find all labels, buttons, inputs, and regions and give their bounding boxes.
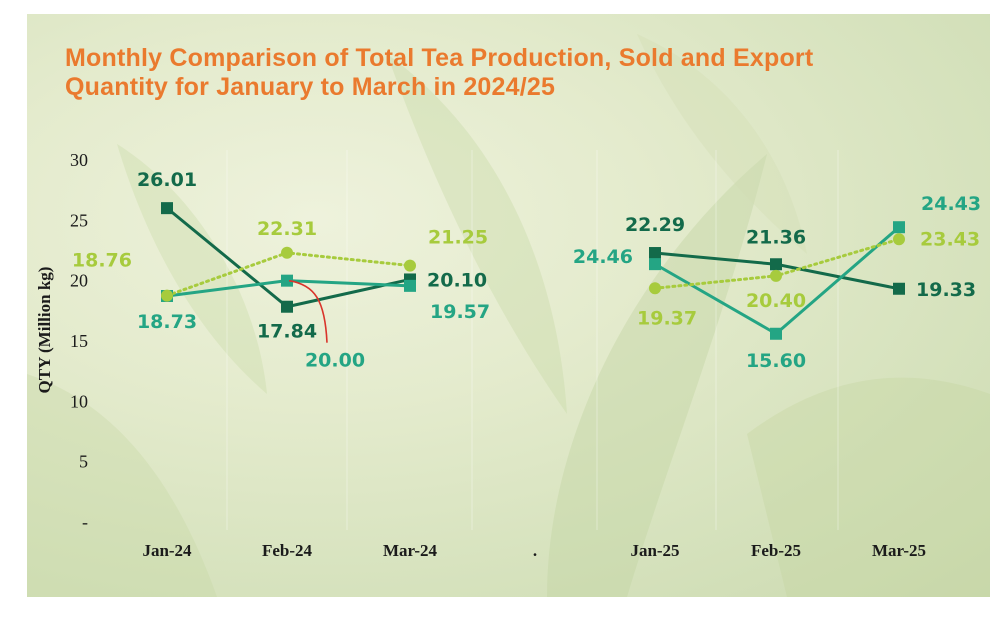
data-label-export: 19.37 — [637, 307, 697, 329]
data-label-sold: 19.57 — [430, 301, 490, 323]
data-label-production: 17.84 — [257, 321, 317, 343]
data-label-sold: 24.43 — [921, 193, 981, 215]
data-label-sold: 15.60 — [746, 350, 806, 372]
y-tick-label: 15 — [70, 331, 88, 351]
data-point-production — [649, 247, 661, 260]
data-point-sold — [770, 327, 782, 340]
chart-title-line-1: Monthly Comparison of Total Tea Producti… — [65, 44, 814, 72]
y-tick-label: 25 — [70, 210, 88, 230]
data-label-export: 23.43 — [920, 228, 980, 250]
x-tick-label: Jan-25 — [630, 541, 679, 560]
x-tick-label: Feb-24 — [262, 541, 313, 560]
data-point-production — [161, 202, 173, 215]
data-label-export: 22.31 — [257, 218, 317, 240]
y-axis-label: QTY (Million kg) — [35, 267, 54, 394]
data-label-export: 18.76 — [72, 250, 132, 272]
x-tick-label: Mar-24 — [383, 541, 438, 560]
data-label-export: 21.25 — [428, 227, 488, 249]
data-label-production: 26.01 — [137, 169, 197, 191]
chart-title: Monthly Comparison of Total Tea Producti… — [65, 44, 945, 102]
data-point-export — [893, 233, 905, 246]
data-label-sold: 24.46 — [573, 246, 633, 268]
data-label-production: 22.29 — [625, 214, 685, 236]
data-point-export — [770, 269, 782, 282]
y-tick-label: 5 — [79, 452, 88, 472]
data-point-export — [649, 282, 661, 295]
y-tick-label: - — [82, 512, 88, 532]
callout-line — [288, 279, 328, 343]
data-label-export: 20.40 — [746, 290, 806, 312]
data-label-production: 20.10 — [427, 269, 487, 291]
data-point-production — [770, 258, 782, 271]
data-point-production — [893, 282, 905, 295]
data-label-production: 21.36 — [746, 226, 806, 248]
data-point-sold — [281, 274, 293, 287]
y-tick-label: 10 — [70, 391, 88, 411]
data-point-export — [161, 289, 173, 302]
chart-panel — [27, 14, 990, 597]
data-point-production — [281, 300, 293, 313]
data-point-export — [281, 246, 293, 259]
data-point-sold — [404, 279, 416, 292]
data-label-production: 19.33 — [916, 279, 976, 301]
chart-title-line-2: Quantity for January to March in 2024/25 — [65, 73, 556, 101]
data-point-sold — [649, 258, 661, 271]
x-tick-label: Mar-25 — [872, 541, 926, 560]
x-tick-label: . — [533, 541, 537, 560]
series-line-export-0 — [165, 251, 412, 298]
y-tick-label: 30 — [70, 150, 88, 170]
x-tick-label: Jan-24 — [142, 541, 192, 560]
y-tick-label: 20 — [70, 271, 88, 291]
data-point-export — [404, 259, 416, 272]
x-tick-label: Feb-25 — [751, 541, 801, 560]
leaf-background — [27, 34, 990, 597]
data-point-sold — [893, 221, 905, 234]
callout-label-sold-feb-24: 20.00 — [305, 350, 365, 372]
data-label-sold: 18.73 — [137, 311, 197, 333]
